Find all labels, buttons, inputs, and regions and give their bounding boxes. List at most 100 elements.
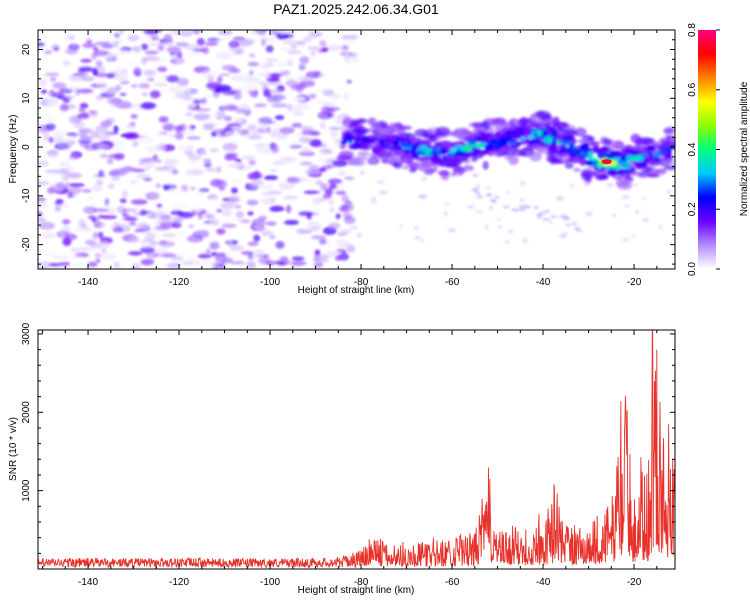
noise-point <box>156 203 163 209</box>
noise-point <box>274 260 285 265</box>
noise-point <box>99 153 109 159</box>
noise-point <box>51 37 65 42</box>
noise-point <box>275 241 285 249</box>
noise-point <box>270 145 280 154</box>
noise-point <box>630 234 637 237</box>
noise-point <box>95 72 109 78</box>
noise-point <box>291 256 305 261</box>
colorbar-tick-label: 0.6 <box>687 82 698 96</box>
noise-point <box>95 60 103 68</box>
noise-point <box>297 176 306 180</box>
signal-point <box>607 169 618 176</box>
noise-point <box>107 183 115 189</box>
noise-point <box>68 183 85 187</box>
noise-point <box>165 181 178 186</box>
noise-point <box>303 265 311 269</box>
noise-point <box>126 61 134 67</box>
signal-halo <box>586 169 600 178</box>
noise-point <box>334 254 342 261</box>
noise-point <box>257 31 266 36</box>
noise-point <box>308 93 317 99</box>
noise-point <box>210 219 220 226</box>
noise-point <box>45 114 56 123</box>
noise-point <box>145 232 155 241</box>
noise-point <box>320 183 328 190</box>
noise-point <box>261 64 269 70</box>
noise-point <box>285 205 292 214</box>
noise-point <box>257 216 268 220</box>
noise-point <box>308 31 323 38</box>
noise-point <box>124 132 140 140</box>
noise-point <box>349 226 359 230</box>
noise-point <box>192 30 201 35</box>
noise-point <box>444 202 451 205</box>
signal-halo <box>406 158 414 168</box>
noise-point <box>155 166 171 172</box>
noise-point <box>319 238 327 245</box>
noise-point <box>346 79 352 84</box>
noise-point <box>344 52 350 61</box>
noise-point <box>328 198 335 206</box>
noise-point <box>133 67 142 76</box>
noise-point <box>275 212 285 220</box>
signal-point <box>652 151 661 158</box>
noise-point <box>230 260 246 265</box>
noise-point <box>202 158 212 163</box>
signal-halo <box>452 167 467 174</box>
noise-point <box>335 213 341 220</box>
signal-halo <box>575 139 592 144</box>
noise-point <box>204 42 219 46</box>
signal-streak <box>561 215 569 219</box>
noise-point <box>340 204 350 211</box>
noise-point <box>122 208 138 213</box>
signal-peak <box>601 159 612 165</box>
noise-point <box>642 197 646 200</box>
signal-halo <box>656 168 667 175</box>
noise-point <box>232 36 246 41</box>
signal-point <box>642 152 649 158</box>
signal-point <box>345 135 353 140</box>
noise-point <box>268 89 283 94</box>
signal-point <box>411 143 420 148</box>
noise-point <box>41 232 56 239</box>
noise-point <box>261 231 275 236</box>
noise-point <box>40 204 48 212</box>
noise-point <box>174 230 187 236</box>
noise-point <box>185 112 194 117</box>
noise-point <box>120 80 130 85</box>
noise-point <box>138 34 151 42</box>
noise-point <box>141 57 148 65</box>
signal-point <box>340 140 347 144</box>
noise-point <box>209 148 219 152</box>
noise-point <box>299 151 316 157</box>
signal-halo <box>450 172 457 177</box>
noise-point <box>443 211 448 217</box>
spectrogram-y-tick-label: -20 <box>21 237 32 252</box>
noise-point <box>204 161 212 169</box>
noise-point <box>106 158 114 165</box>
noise-point <box>130 83 138 89</box>
noise-point <box>253 252 264 259</box>
signal-halo <box>665 134 673 140</box>
noise-point <box>282 39 299 45</box>
noise-point <box>316 158 328 163</box>
spectrogram-x-tick-label: -80 <box>354 277 369 288</box>
noise-point <box>249 159 256 166</box>
signal-point <box>620 169 632 173</box>
noise-point <box>296 228 313 234</box>
noise-point <box>484 187 492 190</box>
signal-point <box>630 156 640 162</box>
colorbar-label: Normalized spectral amplitude <box>739 81 750 216</box>
signal-point <box>550 131 558 137</box>
noise-point <box>496 218 502 221</box>
signal-point <box>665 156 673 160</box>
noise-point <box>62 60 71 66</box>
noise-point <box>506 191 510 194</box>
noise-point <box>420 239 424 243</box>
signal-halo <box>641 166 653 173</box>
noise-point <box>341 44 349 51</box>
noise-point <box>47 187 56 194</box>
spectrogram-data <box>38 30 675 269</box>
noise-point <box>176 51 183 59</box>
signal-point <box>657 147 670 152</box>
